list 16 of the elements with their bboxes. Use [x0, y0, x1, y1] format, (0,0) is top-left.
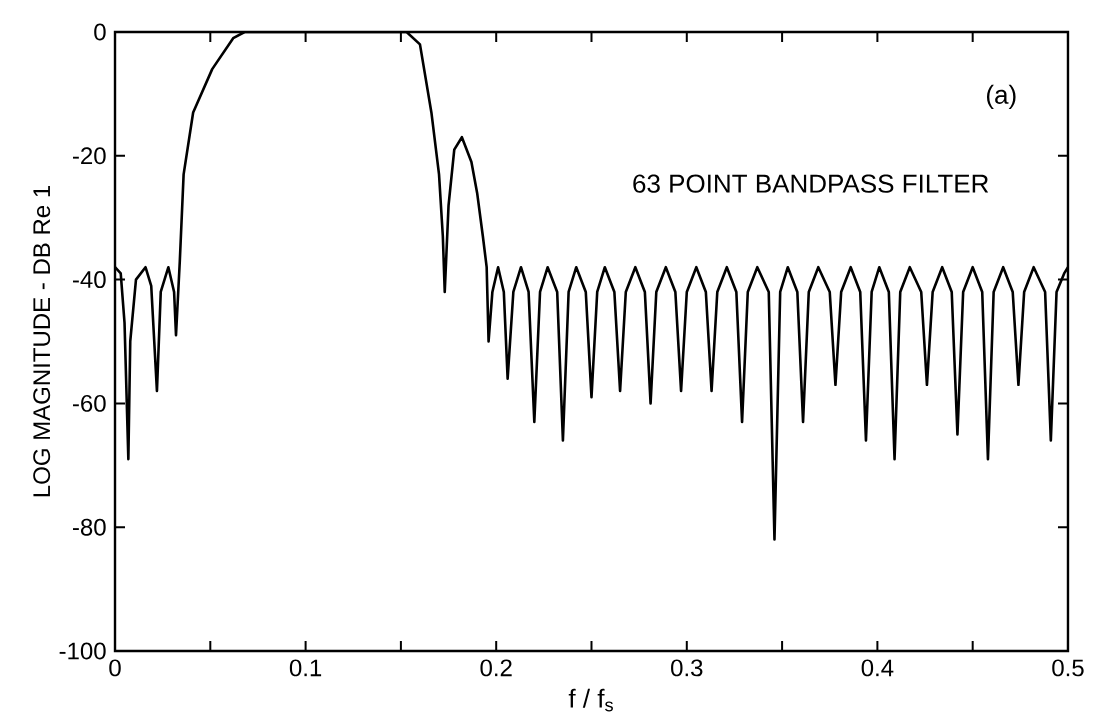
- x-axis-title: f / f$_{s}$: [568, 688, 613, 712]
- y-tick-label: -20: [72, 147, 106, 165]
- y-tick-label: -80: [72, 518, 106, 536]
- x-tick-label: 0.4: [861, 659, 894, 677]
- y-tick-label: -40: [72, 271, 106, 289]
- y-tick-label: 0: [94, 23, 106, 41]
- y-tick-label: -60: [72, 394, 106, 412]
- x-tick-label: 0.2: [480, 659, 512, 677]
- y-axis-title: LOG MAGNITUDE - DB Re 1: [33, 185, 51, 497]
- x-tick-label: 0: [109, 659, 121, 677]
- annotation: 63 POINT BANDPASS FILTER: [633, 174, 989, 193]
- y-tick-label: -100: [59, 642, 106, 660]
- annotation: (a): [986, 84, 1016, 110]
- x-tick-label: 0.1: [289, 659, 322, 677]
- x-tick-label: 0.3: [671, 659, 703, 677]
- x-tick-label: 0.5: [1052, 659, 1084, 677]
